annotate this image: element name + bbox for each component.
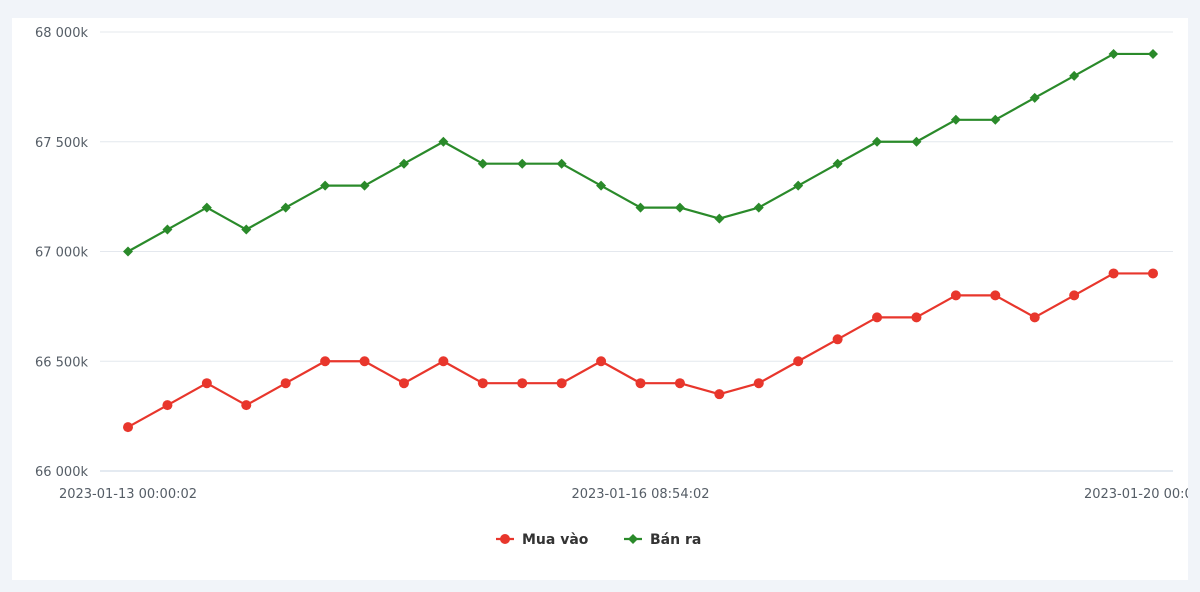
- data-point[interactable]: [635, 202, 646, 213]
- data-point[interactable]: [1148, 48, 1158, 59]
- data-point[interactable]: [556, 158, 567, 169]
- data-point[interactable]: [596, 356, 607, 367]
- data-point[interactable]: [162, 400, 173, 411]
- data-point[interactable]: [320, 356, 331, 367]
- data-point[interactable]: [1069, 290, 1080, 301]
- series-mua-vao: [123, 268, 1158, 433]
- series-line: [127, 52, 1153, 253]
- data-point[interactable]: [872, 136, 883, 147]
- data-point[interactable]: [280, 202, 291, 213]
- legend-marker-icon: [628, 534, 638, 544]
- data-point[interactable]: [950, 114, 961, 125]
- data-point[interactable]: [832, 334, 843, 345]
- series-layer: [123, 48, 1158, 433]
- legend-label: Mua vào: [522, 532, 589, 548]
- data-point[interactable]: [950, 290, 961, 301]
- data-point[interactable]: [241, 400, 252, 411]
- data-point[interactable]: [359, 356, 370, 367]
- data-point[interactable]: [398, 158, 409, 169]
- data-point[interactable]: [162, 224, 173, 235]
- legend[interactable]: Mua vào Bán ra: [496, 532, 701, 548]
- data-point[interactable]: [911, 312, 922, 323]
- data-point[interactable]: [123, 246, 133, 257]
- data-point[interactable]: [1029, 312, 1040, 323]
- data-point[interactable]: [1108, 48, 1119, 59]
- x-tick-label: 2023-01-16 08:54:02: [571, 487, 709, 502]
- data-point[interactable]: [990, 114, 1001, 125]
- data-point[interactable]: [911, 136, 922, 147]
- data-point[interactable]: [1069, 70, 1080, 81]
- data-point[interactable]: [123, 422, 133, 433]
- data-point[interactable]: [674, 202, 685, 213]
- y-tick-label: 68 000k: [35, 26, 88, 41]
- data-point[interactable]: [438, 356, 449, 367]
- data-point[interactable]: [1029, 92, 1040, 103]
- data-point[interactable]: [793, 180, 804, 191]
- data-point[interactable]: [517, 378, 528, 389]
- data-point[interactable]: [1108, 268, 1119, 279]
- data-point[interactable]: [477, 378, 488, 389]
- chart-card: 66 000k 66 500k 67 000k 67 500k 68 000k 2023…: [12, 18, 1188, 580]
- gridlines: [100, 31, 1173, 472]
- data-point[interactable]: [201, 202, 212, 213]
- data-point[interactable]: [241, 224, 252, 235]
- data-point[interactable]: [438, 136, 449, 147]
- data-point[interactable]: [753, 378, 764, 389]
- series-ban-ra: [123, 48, 1158, 257]
- x-axis: 2023-01-13 00:00:02 2023-01-16 08:54:02 20…: [59, 487, 1188, 502]
- data-point[interactable]: [398, 378, 409, 389]
- data-point[interactable]: [280, 378, 291, 389]
- data-point[interactable]: [359, 180, 370, 191]
- data-point[interactable]: [714, 389, 725, 400]
- data-point[interactable]: [990, 290, 1001, 301]
- data-point[interactable]: [477, 158, 488, 169]
- y-tick-label: 66 000k: [35, 465, 88, 480]
- x-tick-label: 2023-01-13 00:00:02: [59, 487, 197, 502]
- data-point[interactable]: [793, 356, 804, 367]
- data-point[interactable]: [872, 312, 883, 323]
- legend-item[interactable]: Mua vào: [496, 532, 589, 548]
- data-point[interactable]: [832, 158, 843, 169]
- data-point[interactable]: [753, 202, 764, 213]
- y-tick-label: 67 500k: [35, 136, 88, 151]
- data-point[interactable]: [201, 378, 212, 389]
- x-tick-label: 2023-01-20 00:00:02: [1084, 487, 1188, 502]
- data-point[interactable]: [635, 378, 646, 389]
- y-tick-label: 67 000k: [35, 246, 88, 261]
- data-point[interactable]: [674, 378, 685, 389]
- legend-marker-icon: [500, 534, 510, 544]
- y-axis: 66 000k 66 500k 67 000k 67 500k 68 000k: [35, 26, 88, 480]
- data-point[interactable]: [1148, 268, 1158, 279]
- line-chart: 66 000k 66 500k 67 000k 67 500k 68 000k 2023…: [35, 26, 1188, 548]
- data-point[interactable]: [556, 378, 567, 389]
- y-tick-label: 66 500k: [35, 355, 88, 370]
- data-point[interactable]: [596, 180, 607, 191]
- data-point[interactable]: [517, 158, 528, 169]
- data-point[interactable]: [320, 180, 331, 191]
- legend-item[interactable]: Bán ra: [624, 532, 701, 548]
- legend-label: Bán ra: [650, 532, 701, 548]
- data-point[interactable]: [714, 213, 725, 224]
